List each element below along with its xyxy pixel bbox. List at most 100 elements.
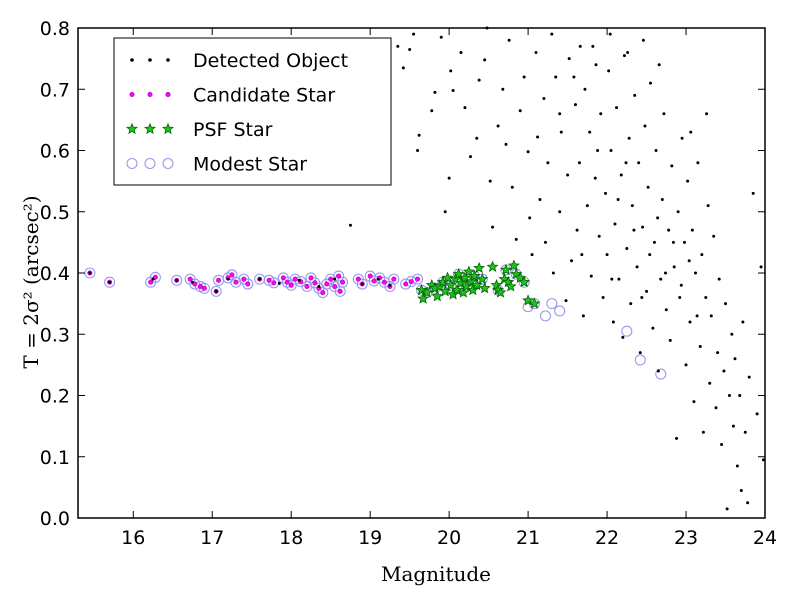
- detected-object-point: [717, 277, 721, 281]
- psf-star-point: [494, 286, 507, 298]
- modest-star-point: [539, 310, 552, 322]
- detected-object-point: [566, 173, 570, 177]
- legend-label-psf-star: PSF Star: [193, 119, 273, 141]
- psf-star-point: [522, 294, 535, 306]
- detected-object-point: [333, 277, 337, 281]
- detected-object-point: [637, 161, 641, 165]
- candidate-star-point: [284, 279, 290, 285]
- candidate-star-point: [367, 273, 373, 279]
- detected-object-point: [651, 326, 655, 330]
- detected-object-point: [694, 271, 698, 275]
- candidate-star-point: [292, 276, 298, 282]
- detected-object-point: [538, 198, 542, 201]
- detected-object-point: [558, 112, 562, 116]
- detected-object-point: [468, 155, 472, 159]
- legend-marker-modest-star: [144, 157, 156, 170]
- detected-object-point: [447, 176, 451, 180]
- detected-object-point: [417, 133, 421, 137]
- psf-star-point: [462, 265, 475, 277]
- psf-star-point: [468, 269, 481, 282]
- detected-object-point: [607, 69, 611, 73]
- detected-object-point: [698, 345, 702, 348]
- psf-star-point: [518, 275, 531, 288]
- detected-object-point: [317, 284, 321, 288]
- x-tick-label: 18: [279, 527, 303, 549]
- legend-marker-psf-star: [126, 122, 138, 135]
- detected-object-point: [559, 130, 563, 134]
- detected-object-point: [700, 253, 704, 257]
- detected-object-point: [730, 332, 734, 336]
- detected-object-point: [501, 87, 505, 91]
- x-tick-label: 23: [674, 527, 698, 549]
- detected-object-point: [439, 35, 443, 39]
- detected-object-point: [573, 103, 577, 107]
- candidate-star-point: [245, 281, 251, 287]
- detected-object-point: [682, 240, 686, 244]
- psf-star-point: [476, 272, 489, 285]
- detected-object-point: [615, 106, 619, 110]
- detected-object-point: [709, 314, 713, 318]
- detected-object-point: [613, 222, 617, 226]
- detected-object-point: [759, 265, 763, 269]
- detected-object-point: [546, 161, 550, 165]
- detected-object-point: [671, 240, 675, 244]
- detected-object-point: [376, 277, 380, 281]
- detected-object-point: [175, 278, 179, 282]
- modest-star-point: [336, 276, 349, 288]
- candidate-star-point: [337, 288, 343, 294]
- detected-object-point: [626, 51, 630, 54]
- detected-object-point: [668, 338, 672, 342]
- detected-object-point: [601, 296, 605, 299]
- detected-object-point: [616, 198, 620, 201]
- detected-object-point: [591, 44, 595, 48]
- detected-object-point: [667, 228, 671, 232]
- legend-marker-psf-star: [144, 122, 156, 135]
- detected-object-point: [408, 47, 412, 51]
- detected-object-point: [638, 351, 642, 355]
- x-tick-label: 24: [753, 527, 777, 549]
- detected-object-point: [648, 253, 652, 257]
- legend-marker-candidate-star: [129, 92, 135, 98]
- detected-object-point: [640, 296, 644, 299]
- y-tick-label: 0.5: [40, 202, 70, 224]
- psf-star-point: [451, 283, 463, 296]
- y-tick-label: 0.6: [40, 141, 70, 163]
- modest-star-point: [388, 273, 400, 285]
- detected-object-point: [226, 277, 230, 281]
- detected-object-point: [463, 106, 467, 110]
- psf-star-point: [452, 267, 465, 280]
- detected-object-point: [746, 501, 750, 505]
- detected-object-point: [716, 351, 720, 355]
- x-tick-label: 21: [516, 527, 540, 549]
- detected-object-point: [659, 277, 663, 281]
- candidate-star-point: [355, 276, 361, 282]
- detected-object-point: [603, 191, 607, 195]
- detected-object-point: [475, 136, 479, 140]
- candidate-star-point: [415, 276, 421, 282]
- detected-object-point: [672, 265, 676, 269]
- detected-object-point: [704, 296, 708, 299]
- candidate-star-point: [324, 281, 330, 287]
- candidate-star-point: [288, 282, 294, 288]
- detected-object-point: [722, 369, 726, 373]
- modest-star-point: [400, 278, 412, 290]
- psf-star-point: [417, 292, 430, 304]
- legend-marker-candidate-star: [147, 92, 153, 98]
- detected-object-point: [554, 75, 558, 79]
- modest-star-point: [230, 276, 242, 288]
- detected-object-point: [451, 88, 455, 92]
- psf-star-point: [455, 277, 467, 289]
- detected-object-point: [416, 149, 420, 152]
- detected-object-point: [649, 81, 652, 85]
- detected-object-point: [108, 280, 112, 284]
- modest-star-point: [171, 274, 183, 286]
- modest-star-point: [333, 270, 345, 282]
- detected-object-point: [695, 314, 699, 318]
- modest-star-point: [277, 272, 289, 284]
- candidate-star-point: [308, 275, 314, 281]
- x-tick-label: 19: [358, 527, 382, 549]
- psf-star-point: [507, 259, 520, 271]
- detected-object-point: [690, 228, 694, 232]
- candidate-star-point: [271, 280, 277, 286]
- detected-object-point: [597, 234, 601, 238]
